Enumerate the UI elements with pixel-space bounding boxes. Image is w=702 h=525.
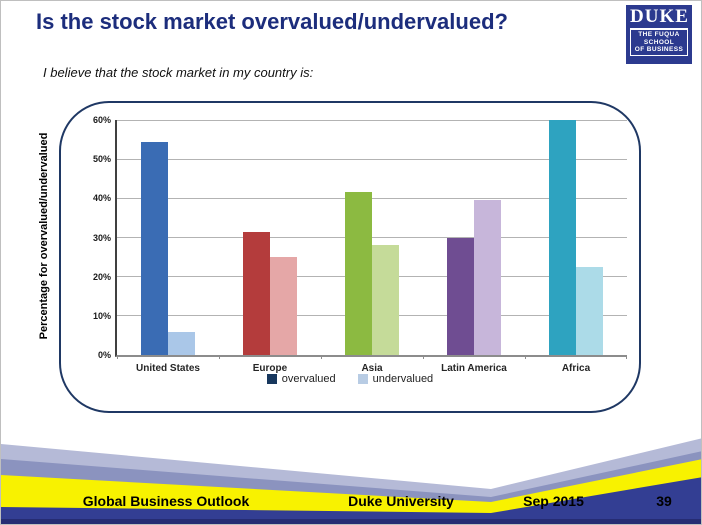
legend-label-overvalued: overvalued [281,373,336,385]
y-tick-label-60: 60% [92,115,111,125]
bar-united-states-overvalued [141,141,168,355]
logo-line-3: OF BUSINESS [634,46,684,53]
fuqua-school-label: THE FUQUA SCHOOL OF BUSINESS [630,28,688,56]
gridline-40 [117,197,627,199]
x-category-label-latin-america: Latin America [441,363,507,374]
bar-asia-overvalued [345,192,372,355]
bar-europe-overvalued [243,232,270,355]
x-axis-tick-3 [423,355,424,359]
x-axis-tick-2 [321,355,322,359]
y-tick-label-0: 0% [97,350,111,360]
x-axis-tick-0 [117,355,118,359]
footer-survey-name: Global Business Outlook [82,493,250,509]
chart-container: 0% 10% 20% 30% 40% 50% 60% United States Europe A… [59,101,641,413]
logo-line-1: THE FUQUA [638,31,680,38]
bar-europe-undervalued [270,257,297,355]
x-category-label-asia: Asia [361,363,383,374]
footer-wave [1,438,701,524]
duke-fuqua-logo: DUKE THE FUQUA SCHOOL OF BUSINESS [626,5,692,64]
y-tick-label-50: 50% [92,154,111,165]
x-axis-tick-4 [525,355,526,359]
page-number: 39 [656,493,672,509]
x-category-label-europe: Europe [252,363,288,374]
bar-asia-undervalued [372,244,399,355]
legend-swatch-overvalued [266,374,277,384]
y-tick-label-20: 20% [92,271,111,282]
logo-line-2: SCHOOL [643,38,675,46]
x-category-label-africa: Africa [561,363,591,374]
legend-item-undervalued: undervalued [357,373,434,385]
gridline-60 [117,119,627,121]
chart-legend: overvalued undervalued [61,373,639,385]
footer-band-darkstrip [1,519,701,524]
duke-wordmark: DUKE [630,6,689,27]
x-axis-tick-1 [219,355,220,359]
x-axis-tick-5 [626,355,627,359]
bar-africa-undervalued [576,267,603,355]
y-tick-label-10: 10% [92,310,111,321]
plot-area: 0% 10% 20% 30% 40% 50% 60% United States Europe A… [93,115,627,374]
bar-latin-america-undervalued [474,199,501,355]
page-title: Is the stock market overvalued/undervalu… [36,9,508,34]
y-tick-label-30: 30% [92,232,111,243]
bar-africa-overvalued [549,120,576,355]
gridline-50 [117,158,627,160]
legend-item-overvalued: overvalued [266,373,336,385]
survey-question: I believe that the stock market in my co… [43,65,314,80]
x-category-label-united-states: United States [136,363,200,374]
y-axis-title: Percentage for overvalued/undervalued [38,132,50,340]
legend-swatch-undervalued [357,374,368,384]
footer-university: Duke University [348,493,454,509]
bar-latin-america-overvalued [447,237,474,355]
footer-band-navy [1,477,701,524]
y-tick-label-40: 40% [92,193,111,204]
gridline-30 [117,237,627,238]
legend-label-undervalued: undervalued [372,373,434,385]
footer-date: Sep 2015 [523,493,584,509]
bar-united-states-undervalued [168,331,195,355]
